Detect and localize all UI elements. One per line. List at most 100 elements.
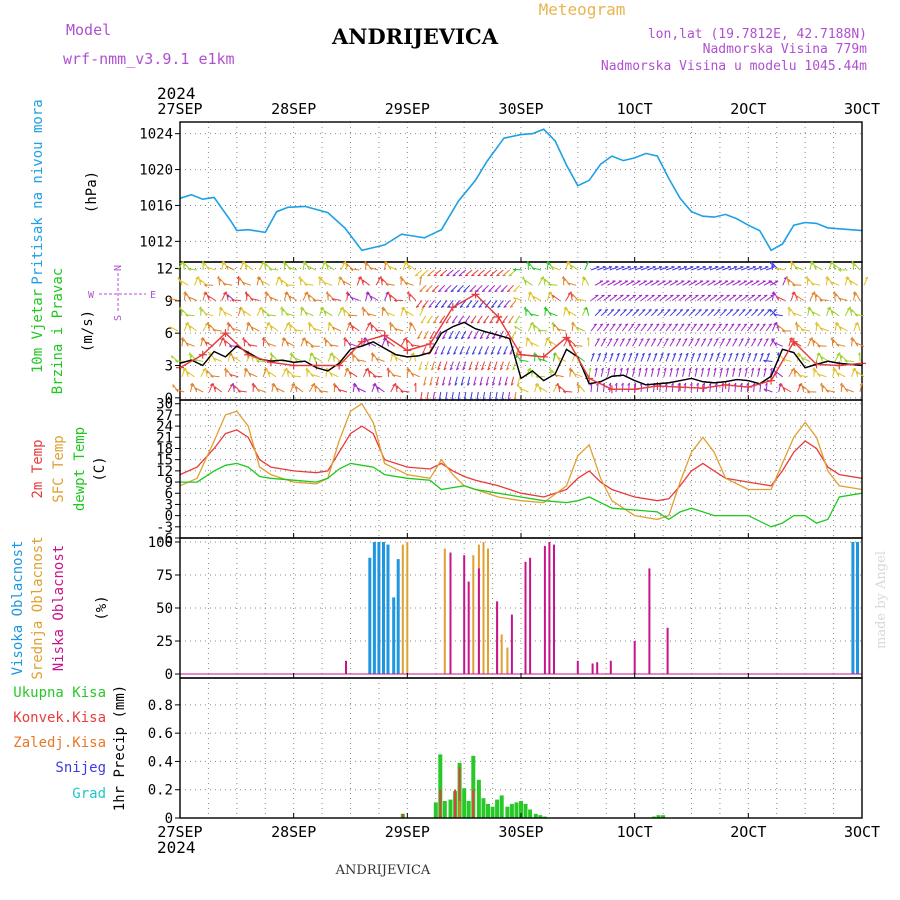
wind-arrow-head — [294, 357, 298, 361]
wind-arrow-head — [795, 295, 799, 299]
wind-arrow-head — [687, 323, 691, 326]
wind-arrow — [450, 284, 458, 292]
wind-arrow-head — [305, 367, 308, 371]
wind-arrow — [440, 300, 448, 308]
wind-arrow — [753, 382, 756, 393]
wind-arrow-head — [270, 325, 273, 329]
wind-arrow — [734, 266, 744, 271]
wind-arrow — [678, 323, 685, 332]
wind-arrow — [495, 315, 502, 324]
wind-arrow-head — [222, 283, 226, 286]
wind-arrow-head — [508, 274, 513, 277]
wind-arrow — [851, 337, 853, 347]
wind-arrow-head — [690, 338, 694, 341]
wind-arrow — [479, 376, 483, 386]
wind-arrow-head — [181, 260, 184, 265]
wind-arrow-head — [445, 321, 449, 324]
wind-arrow — [245, 264, 254, 271]
y-tick-label: 0.6 — [148, 726, 173, 742]
wind-arrow — [313, 356, 323, 362]
wind-arrow — [657, 280, 666, 286]
wind-arrow — [457, 315, 465, 324]
wind-arrow-head — [682, 367, 686, 371]
wind-arrow — [570, 291, 573, 301]
wind-arrow-head — [491, 305, 495, 308]
wind-arrow — [243, 310, 252, 317]
wind-arrow-head — [263, 367, 267, 371]
wind-arrow-head — [621, 382, 624, 386]
wind-arrow-head — [818, 352, 820, 356]
wind-arrow-head — [387, 291, 390, 295]
wind-arrow — [242, 281, 251, 286]
wind-arrow — [485, 330, 492, 340]
wind-arrow-head — [190, 354, 193, 358]
wind-arrow — [675, 309, 684, 317]
wind-arrow — [814, 291, 817, 301]
wind-arrow — [575, 298, 585, 301]
wind-arrow — [832, 261, 836, 271]
wind-arrow-head — [591, 352, 595, 356]
wind-arrow-head — [438, 290, 442, 293]
wind-arrow — [625, 367, 629, 377]
wind-arrow — [224, 340, 233, 347]
wind-arrow-head — [231, 382, 234, 387]
bar-total_precip — [448, 799, 453, 818]
wind-arrow-head — [344, 260, 346, 265]
wind-arrow-head — [452, 274, 456, 277]
wind-arrow — [628, 323, 635, 332]
wind-arrow — [459, 346, 465, 355]
wind-arrow-head — [168, 297, 172, 301]
wind-arrow-head — [834, 321, 838, 325]
wind-arrow — [221, 261, 224, 271]
wind-arrow — [857, 322, 861, 332]
wind-arrow — [433, 269, 442, 277]
wind-arrow-head — [265, 263, 267, 267]
wind-arrow-head — [301, 337, 305, 341]
wind-arrow-head — [788, 337, 792, 341]
wind-arrow — [512, 361, 517, 371]
wind-arrow — [839, 352, 842, 362]
wind-arrow — [709, 294, 718, 301]
wind-arrow — [405, 310, 414, 317]
wind-arrow-head — [531, 267, 535, 271]
wind-arrow — [794, 291, 798, 301]
wind-arrow-head — [551, 266, 554, 270]
wind-arrow-head — [383, 260, 387, 264]
wind-arrow — [634, 266, 644, 271]
wind-arrow-head — [629, 352, 633, 356]
wind-arrow — [817, 373, 827, 378]
wind-arrow — [769, 280, 779, 286]
wind-arrow-head — [825, 389, 829, 393]
wind-arrow — [751, 280, 760, 286]
wind-arrow-head — [792, 312, 796, 316]
wind-arrow — [594, 280, 604, 286]
y-tick-label: 1024 — [139, 127, 173, 143]
wind-arrow-head — [373, 375, 377, 379]
wind-arrow — [527, 291, 531, 301]
wind-arrow — [411, 322, 417, 332]
wind-arrow-head — [806, 391, 811, 394]
wind-arrow — [256, 360, 266, 362]
wind-arrow — [590, 323, 597, 332]
panel-ylabel: Niska Oblacnost — [51, 545, 67, 671]
wind-arrow — [400, 390, 410, 393]
wind-arrow — [538, 358, 548, 362]
wind-arrow-head — [346, 368, 349, 372]
wind-arrow-head — [557, 357, 561, 361]
wind-arrow — [344, 367, 348, 377]
bar-low_cloud — [524, 561, 527, 675]
wind-arrow-head — [853, 263, 856, 267]
wind-arrow — [439, 269, 448, 277]
wind-arrow — [615, 323, 622, 332]
wind-arrow — [181, 368, 186, 377]
wind-arrow — [463, 284, 471, 292]
wind-arrow — [357, 387, 366, 393]
wind-arrow — [244, 367, 247, 377]
wind-arrow — [765, 382, 768, 393]
wind-arrow — [229, 373, 239, 378]
wind-arrow-head — [642, 309, 646, 311]
wind-arrow-head — [449, 367, 453, 371]
wind-arrow — [471, 346, 477, 355]
wind-arrow-head — [369, 267, 373, 270]
wind-arrow-head — [479, 336, 483, 340]
